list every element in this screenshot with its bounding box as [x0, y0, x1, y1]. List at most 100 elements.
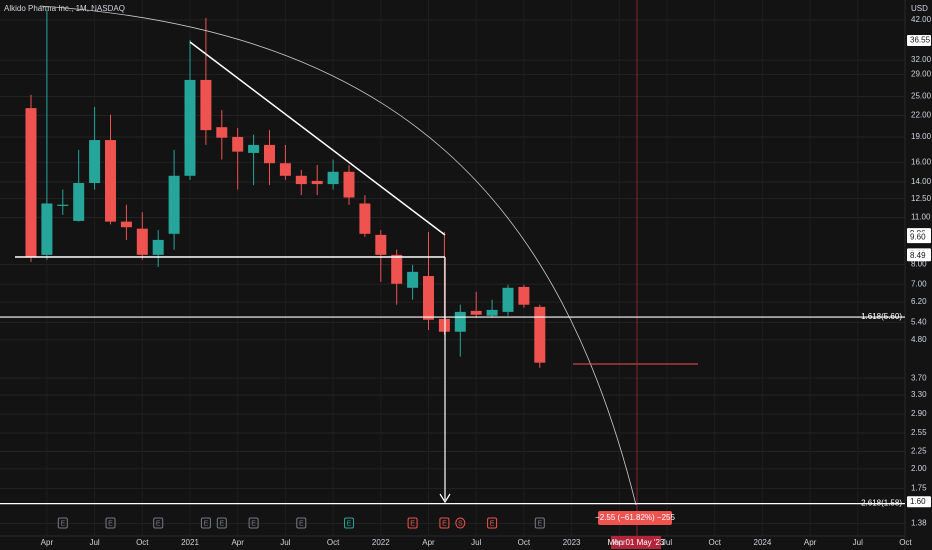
candle-body [311, 180, 323, 185]
event-icon [407, 517, 418, 529]
x-tick-label: Oct [899, 538, 912, 547]
x-tick-label: Oct [327, 538, 340, 547]
event-label: E [442, 520, 447, 527]
price-label: 8.49 [910, 251, 926, 260]
x-tick-label: 2021 [181, 538, 199, 547]
crosshair-box [611, 536, 661, 549]
candle-body [41, 203, 53, 255]
drawings: −2.55 (−61.82%) −255 Mon 01 May '23 1.61… [0, 0, 905, 549]
y-tick-label: 25.00 [911, 92, 932, 101]
event-icon [57, 517, 68, 529]
y-tick-label: 3.70 [911, 373, 927, 382]
candle-body [232, 136, 244, 152]
x-tick-label: Apr [804, 538, 817, 547]
x-tick-label: Oct [708, 538, 721, 547]
candle-body [407, 271, 419, 288]
event-label: E [490, 520, 495, 527]
candle-body [534, 306, 546, 363]
candles [25, 9, 546, 368]
candle-body [454, 311, 466, 332]
currency: USD [911, 4, 928, 13]
chart-title: Alkido Pharma Inc., 1M, NASDAQ [4, 4, 125, 13]
x-tick-label: Oct [136, 538, 149, 547]
event-label: E [299, 520, 304, 527]
y-tick-label: 12.50 [911, 194, 932, 203]
event-icon [439, 517, 450, 529]
x-tick-label: 2023 [563, 538, 581, 547]
candle-body [136, 228, 148, 255]
event-icon [534, 517, 545, 529]
x-tick-label: Apr [613, 538, 626, 547]
candle-body [279, 163, 291, 176]
x-tick-label: 2022 [372, 538, 390, 547]
y-tick-label: 16.00 [911, 157, 932, 166]
event-icon [200, 517, 211, 529]
event-icon [105, 517, 116, 529]
candle-body [216, 127, 228, 138]
candle-body [327, 171, 339, 185]
candle-body [200, 79, 212, 131]
grid [0, 0, 906, 537]
event-icon [296, 517, 307, 529]
price-label: 9.60 [910, 233, 926, 242]
fib-label: 1.618(5.60) [861, 312, 902, 321]
candle-body [184, 79, 196, 176]
fib-arc [39, 5, 637, 506]
y-tick-label: 32.00 [911, 55, 932, 64]
candle-body [423, 275, 434, 320]
y-tick-label: 42.00 [911, 15, 932, 24]
y-tick-label: 1.75 [911, 484, 927, 493]
y-tick-label: 11.00 [911, 213, 931, 222]
y-tick-label: 2.25 [911, 447, 927, 456]
y-tick-label: 7.00 [911, 279, 927, 288]
candle-body [502, 287, 514, 312]
y-tick-label: 1.38 [911, 519, 927, 528]
candle-body [168, 175, 180, 234]
candle-body [264, 144, 275, 164]
y-tick-label: 22.00 [911, 110, 932, 119]
event-label: E [347, 520, 352, 527]
candle-body [248, 144, 260, 153]
candle-body [25, 108, 37, 257]
x-tick-label: Apr [231, 538, 244, 547]
x-tick-label: Jul [853, 538, 863, 547]
y-tick-label: 3.30 [911, 390, 927, 399]
x-tick-label: Jul [471, 538, 481, 547]
candle-body [89, 140, 101, 184]
trend-line [189, 41, 446, 236]
y-tick-label: 2.90 [911, 409, 927, 418]
x-tick-label: Jul [662, 538, 672, 547]
candle-body [486, 309, 498, 316]
candle-body [391, 254, 403, 284]
y-tick-label: 19.00 [911, 132, 932, 141]
price-label-box [907, 496, 931, 508]
candle-body [152, 239, 164, 255]
candle-body [295, 175, 307, 185]
y-tick-label: 5.40 [911, 318, 927, 327]
y-tick-label: 2.55 [911, 428, 927, 437]
x-tick-label: Jul [89, 538, 99, 547]
tooltip: −2.55 (−61.82%) −255 [595, 513, 675, 522]
event-label: E [108, 520, 113, 527]
y-tick-label: 8.00 [911, 260, 927, 269]
event-icon [455, 517, 466, 529]
crosshair-label: Mon 01 May '23 [608, 538, 665, 547]
event-icon [153, 517, 164, 529]
event-icon [216, 517, 227, 529]
candle-body [343, 171, 355, 198]
y-tick-label: 2.00 [911, 464, 927, 473]
price-label-box [907, 232, 931, 244]
price-label-box [907, 34, 931, 46]
x-tick-label: Apr [41, 538, 54, 547]
candle-body [518, 286, 530, 305]
event-label: E [156, 520, 161, 527]
x-tick-label: 2024 [754, 538, 772, 547]
event-label: E [251, 520, 256, 527]
candle-body [57, 204, 69, 206]
event-label: E [204, 520, 209, 527]
event-label: E [219, 520, 224, 527]
candle-body [120, 221, 132, 228]
event-label: E [537, 520, 542, 527]
x-tick-label: Jul [280, 538, 290, 547]
